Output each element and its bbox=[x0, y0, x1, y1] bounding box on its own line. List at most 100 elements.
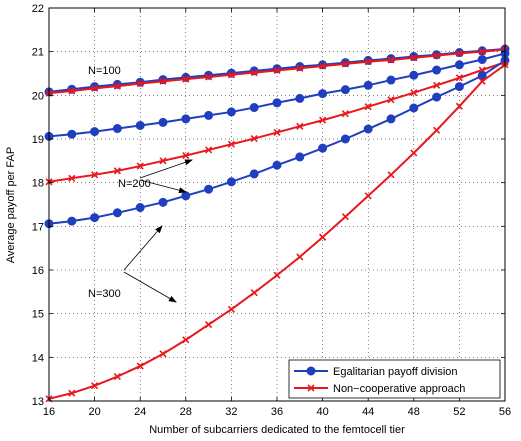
data-point bbox=[318, 143, 328, 153]
data-point bbox=[318, 89, 328, 99]
data-point bbox=[181, 191, 191, 201]
data-point bbox=[340, 85, 350, 95]
data-point bbox=[91, 84, 99, 92]
data-point bbox=[250, 289, 258, 297]
y-tick-label: 16 bbox=[32, 265, 44, 277]
data-point bbox=[182, 75, 190, 83]
data-point bbox=[387, 96, 395, 104]
data-point bbox=[182, 152, 190, 160]
data-point bbox=[296, 253, 304, 261]
data-point bbox=[409, 103, 419, 113]
data-point bbox=[364, 103, 372, 111]
data-point bbox=[113, 82, 121, 90]
y-tick-label: 13 bbox=[32, 396, 44, 408]
data-point bbox=[295, 93, 305, 103]
data-point bbox=[433, 126, 441, 134]
data-point bbox=[363, 124, 373, 134]
data-point bbox=[319, 233, 327, 241]
data-point bbox=[250, 69, 258, 77]
grid bbox=[49, 8, 505, 401]
data-point bbox=[455, 74, 463, 82]
data-point bbox=[158, 197, 168, 207]
data-point bbox=[272, 160, 282, 170]
annotation-n200: N=200 bbox=[118, 178, 151, 190]
data-point bbox=[477, 55, 487, 65]
data-point bbox=[386, 75, 396, 85]
data-point bbox=[387, 56, 395, 64]
data-point bbox=[478, 48, 486, 56]
data-point bbox=[364, 192, 372, 200]
data-point bbox=[135, 77, 145, 87]
data-point bbox=[181, 114, 191, 124]
data-point bbox=[341, 110, 349, 118]
data-point bbox=[136, 362, 144, 370]
data-point bbox=[296, 64, 304, 72]
x-tick-label: 24 bbox=[134, 406, 146, 418]
data-point bbox=[363, 55, 373, 65]
data-point bbox=[249, 103, 259, 113]
y-tick-label: 19 bbox=[32, 134, 44, 146]
data-point bbox=[67, 129, 77, 139]
y-tick-label: 15 bbox=[32, 309, 44, 321]
data-point bbox=[296, 122, 304, 130]
y-tick-label: 17 bbox=[32, 221, 44, 233]
annotation-arrow bbox=[123, 271, 177, 303]
data-point bbox=[409, 70, 419, 80]
data-point bbox=[340, 134, 350, 144]
data-point bbox=[387, 171, 395, 179]
data-point bbox=[205, 146, 213, 154]
data-point bbox=[249, 169, 259, 179]
data-point bbox=[182, 336, 190, 344]
data-point bbox=[318, 60, 328, 70]
data-point bbox=[68, 174, 76, 182]
annotations: N=100 N=200 N=300 bbox=[88, 65, 193, 303]
data-point bbox=[90, 127, 100, 137]
data-point bbox=[112, 208, 122, 218]
y-tick-label: 22 bbox=[32, 3, 44, 15]
annotation-n300: N=300 bbox=[88, 288, 121, 300]
data-point bbox=[273, 271, 281, 279]
data-point bbox=[67, 216, 77, 226]
legend-label-egalitarian: Egalitarian payoff division bbox=[333, 366, 458, 378]
data-point bbox=[455, 102, 463, 110]
x-tick-label: 32 bbox=[225, 406, 237, 418]
data-point bbox=[410, 54, 418, 62]
data-point bbox=[227, 71, 235, 79]
data-point bbox=[135, 203, 145, 213]
x-tick-label: 28 bbox=[180, 406, 192, 418]
series-layer bbox=[44, 44, 510, 403]
x-tick-label: 48 bbox=[408, 406, 420, 418]
legend: Egalitarian payoff division Non−cooperat… bbox=[288, 359, 501, 399]
x-tick-label: 56 bbox=[499, 406, 511, 418]
data-point bbox=[432, 65, 442, 75]
y-tick-label: 18 bbox=[32, 178, 44, 190]
y-tick-label: 14 bbox=[32, 352, 44, 364]
data-point bbox=[455, 49, 463, 57]
data-point bbox=[454, 60, 464, 70]
data-point bbox=[273, 66, 281, 75]
data-point bbox=[159, 77, 167, 85]
x-tick-label: 16 bbox=[43, 406, 55, 418]
data-point bbox=[227, 140, 235, 148]
data-point bbox=[112, 124, 122, 134]
data-point bbox=[136, 79, 144, 88]
data-point bbox=[68, 389, 76, 397]
data-point bbox=[205, 321, 213, 329]
x-tick-label: 44 bbox=[362, 406, 374, 418]
data-point bbox=[91, 171, 99, 179]
data-point bbox=[386, 114, 396, 124]
data-point bbox=[477, 71, 487, 81]
data-point bbox=[113, 372, 121, 381]
annotation-arrow bbox=[123, 225, 163, 271]
data-point bbox=[341, 213, 349, 221]
data-point bbox=[159, 157, 167, 165]
annotation-arrow bbox=[139, 179, 187, 194]
legend-box bbox=[288, 359, 501, 399]
data-point bbox=[204, 110, 214, 120]
data-point bbox=[226, 107, 236, 117]
data-point bbox=[113, 167, 121, 175]
data-point bbox=[250, 134, 258, 143]
data-point bbox=[340, 58, 350, 68]
y-tick-label: 21 bbox=[32, 47, 44, 59]
